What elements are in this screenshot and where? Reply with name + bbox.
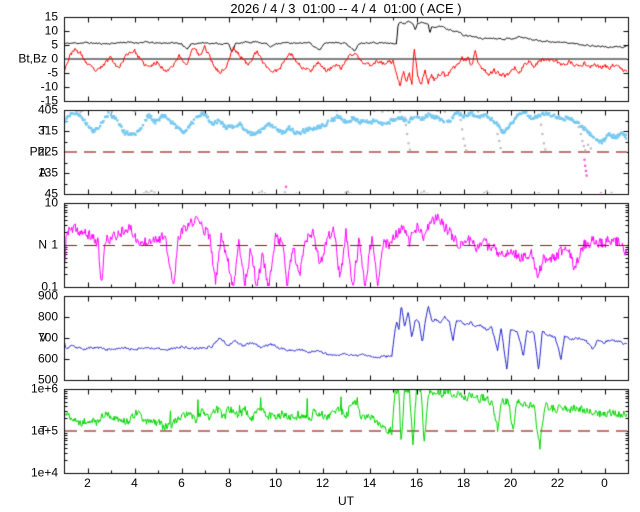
y-tick-label: 500 (37, 372, 58, 387)
panel-ylabel: T (39, 123, 47, 138)
y-tick-label: 900 (37, 288, 58, 303)
y-tick-label: 135 (37, 165, 58, 180)
y-tick-label: 1e+5 (30, 423, 58, 438)
x-tick-label: 8 (225, 476, 232, 490)
y-tick-label: 800 (37, 309, 58, 324)
y-tick-label: 600 (37, 351, 58, 366)
y-tick-label: -10 (40, 79, 58, 94)
x-tick-label: 16 (409, 476, 424, 490)
x-axis-unit-label: UT (338, 494, 354, 508)
y-tick-label: -5 (47, 65, 58, 80)
y-tick-label: 45 (44, 186, 58, 201)
x-tick-label: 18 (456, 476, 471, 490)
x-tick-label: 12 (315, 476, 330, 490)
y-tick-label: 15 (44, 9, 58, 24)
x-tick-label: 14 (362, 476, 377, 490)
chart-title: 2026 / 4 / 3 01:00 -- 4 / 4 01:00 ( ACE … (230, 1, 462, 16)
y-tick-label: 405 (37, 102, 58, 117)
panel-ylabel: V (38, 330, 47, 345)
y-tick-label: 0.1 (41, 279, 58, 294)
panel-ylabel: T (39, 423, 47, 438)
panel-ylabel: Bt,Bz (18, 51, 47, 66)
y-tick-label: 700 (37, 330, 58, 345)
panel-ylabel: N (38, 237, 47, 252)
panel-ylabel: A (38, 165, 47, 180)
y-tick-label: 1e+4 (30, 465, 58, 480)
y-tick-label: 225 (37, 144, 58, 159)
x-tick-label: 2 (84, 476, 91, 490)
x-tick-label: 0 (601, 476, 608, 490)
y-tick-label: 0 (51, 51, 58, 66)
y-tick-label: 10 (44, 23, 58, 38)
y-tick-label: -15 (40, 93, 58, 108)
y-tick-label: 1 (51, 237, 58, 252)
x-tick-label: 20 (503, 476, 518, 490)
y-tick-label: 10 (44, 195, 58, 210)
x-tick-label: 6 (178, 476, 185, 490)
y-tick-label: 315 (37, 123, 58, 138)
x-tick-label: 10 (268, 476, 283, 490)
panel-ylabel: Phi (29, 144, 47, 159)
x-tick-label: 22 (550, 476, 565, 490)
x-tick-label: 4 (131, 476, 138, 490)
y-tick-label: 1e+6 (30, 381, 58, 396)
y-tick-label: 5 (51, 37, 58, 52)
